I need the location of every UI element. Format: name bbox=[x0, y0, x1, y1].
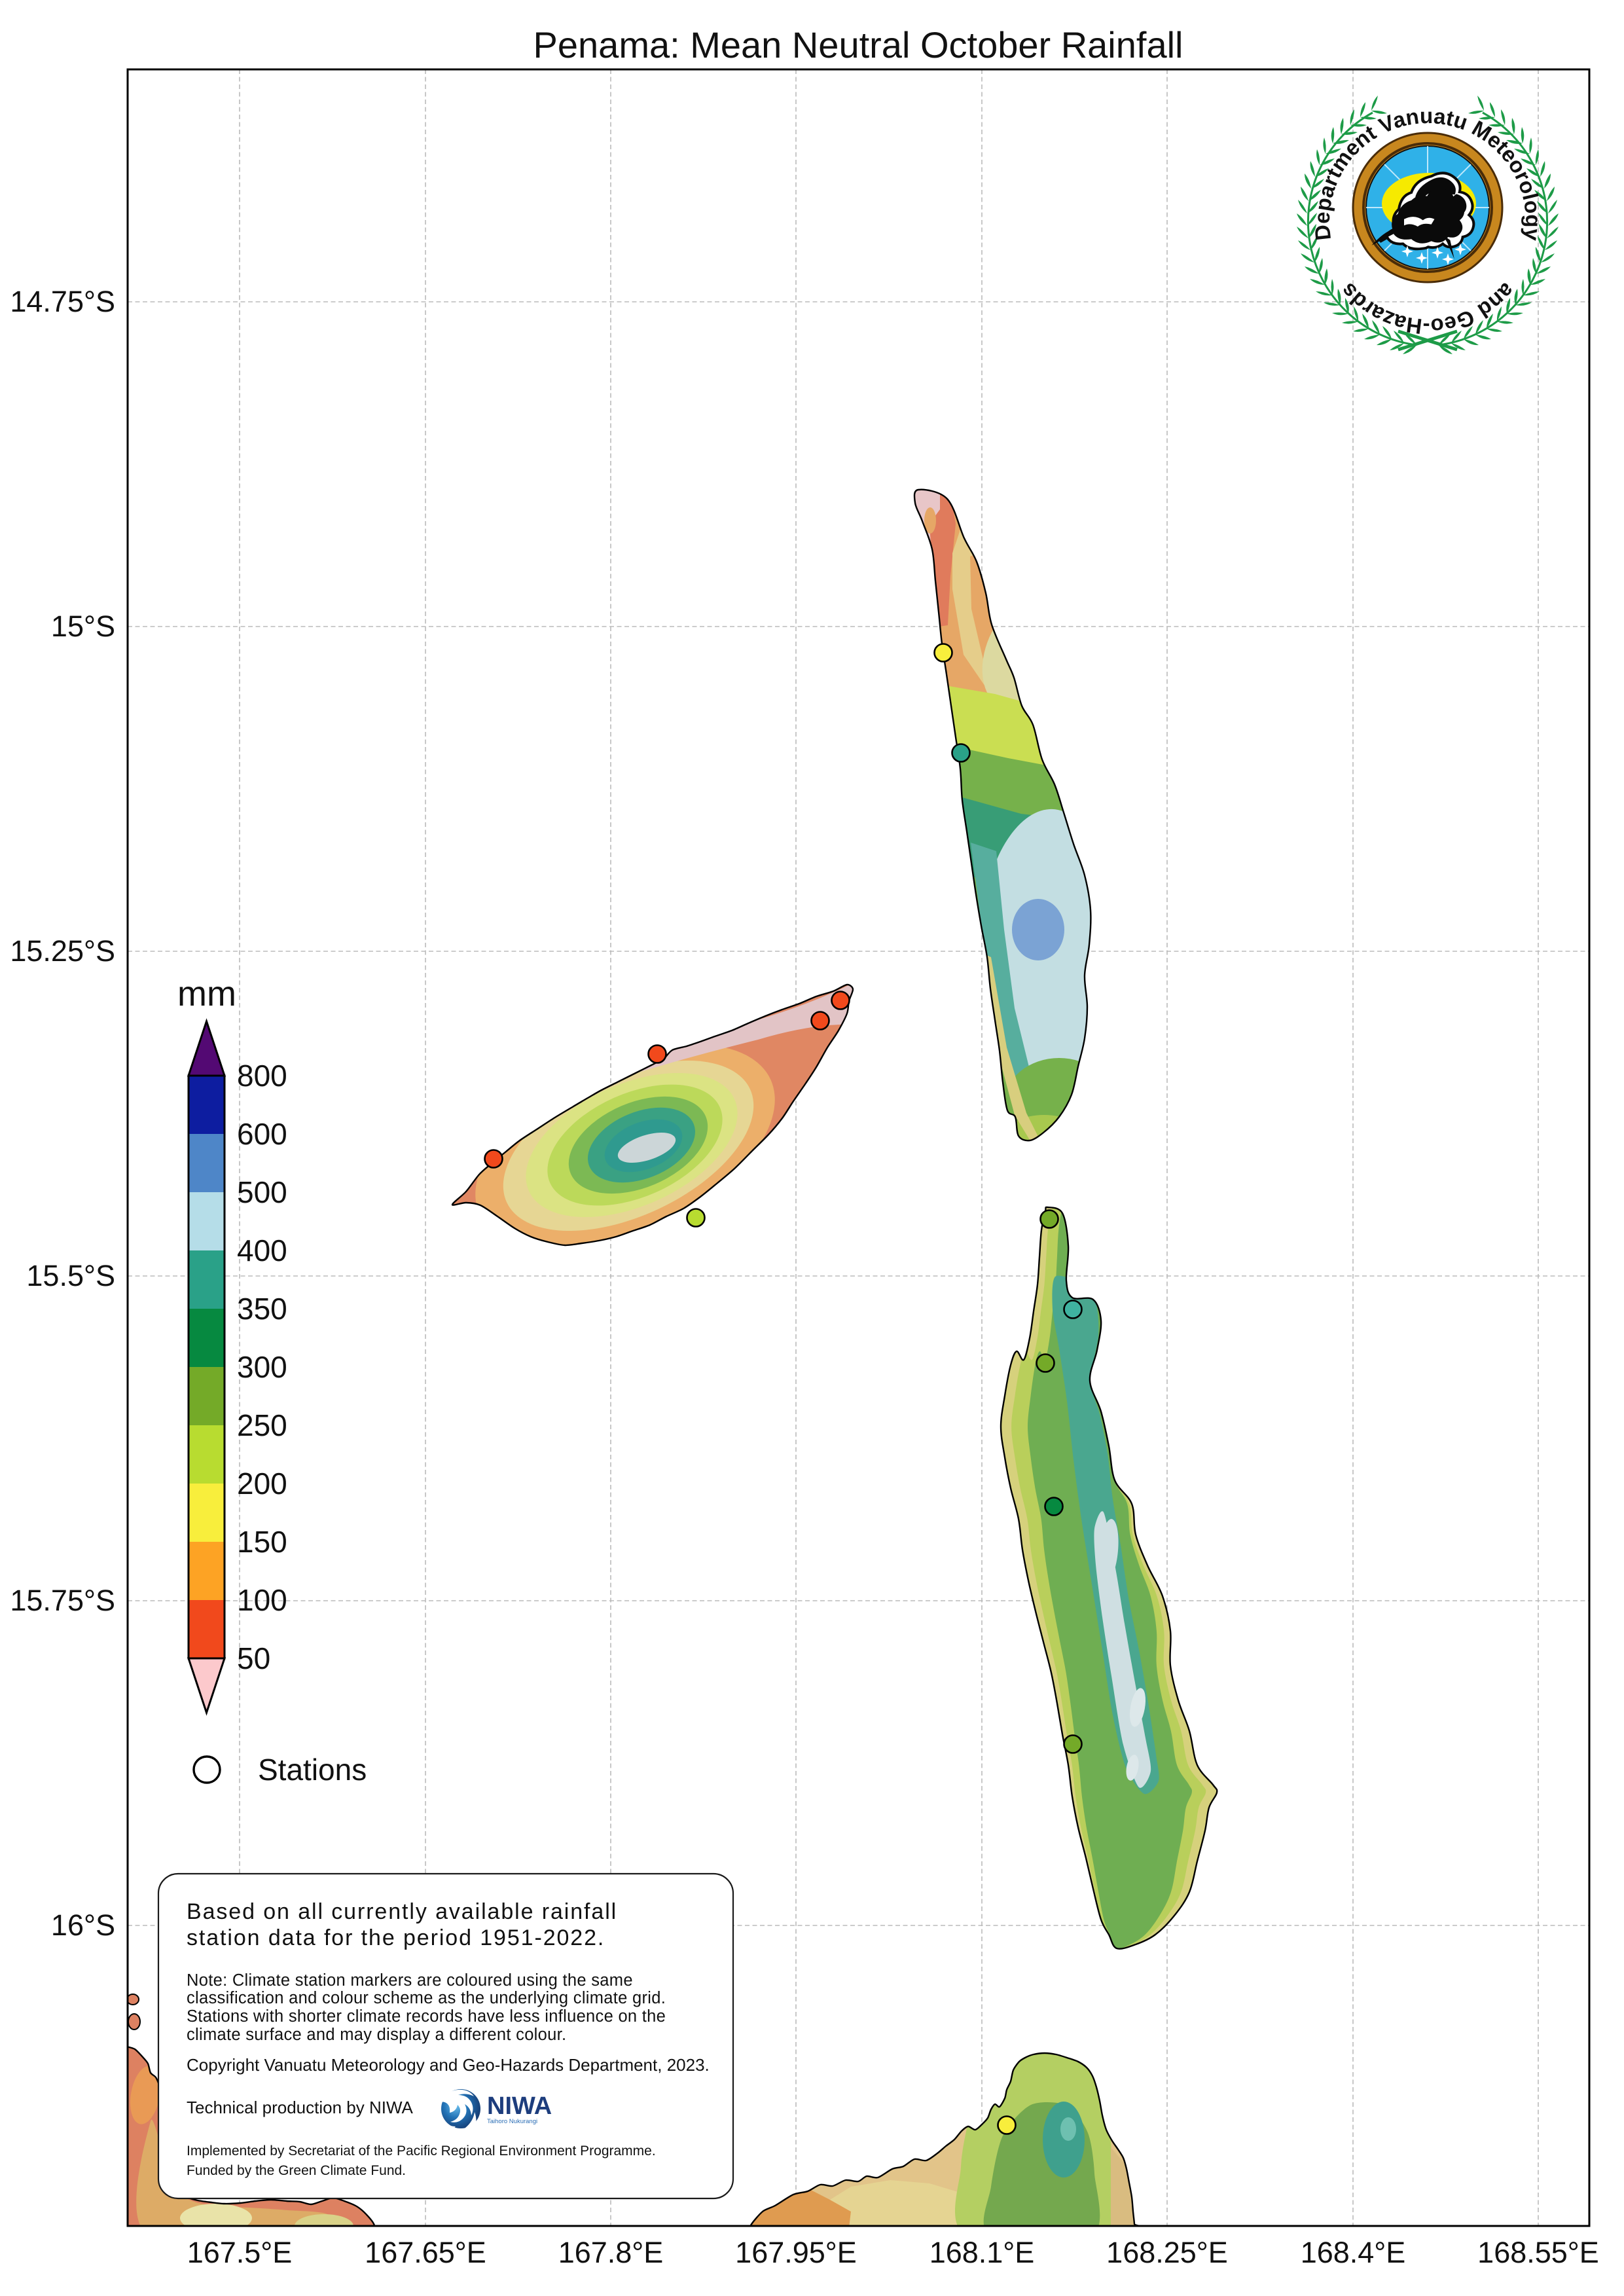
svg-text:Stations: Stations bbox=[258, 1753, 367, 1787]
svg-text:168.55°E: 168.55°E bbox=[1477, 2236, 1599, 2269]
svg-text:16°S: 16°S bbox=[51, 1908, 115, 1942]
svg-text:Copyright Vanuatu Meteorology: Copyright Vanuatu Meteorology and Geo-Ha… bbox=[187, 2055, 710, 2075]
svg-text:167.65°E: 167.65°E bbox=[365, 2236, 486, 2269]
svg-text:15.75°S: 15.75°S bbox=[10, 1584, 115, 1617]
svg-text:100: 100 bbox=[237, 1583, 287, 1617]
svg-text:300: 300 bbox=[237, 1350, 287, 1384]
svg-text:15.25°S: 15.25°S bbox=[10, 934, 115, 968]
svg-text:Stations with shorter climate: Stations with shorter climate records ha… bbox=[187, 2007, 666, 2026]
svg-text:250: 250 bbox=[237, 1408, 287, 1442]
svg-text:350: 350 bbox=[237, 1292, 287, 1326]
svg-text:Based on all currently availab: Based on all currently available rainfal… bbox=[187, 1899, 617, 1924]
svg-text:mm: mm bbox=[177, 974, 236, 1013]
svg-text:Taihoro Nukurangi: Taihoro Nukurangi bbox=[487, 2118, 537, 2125]
svg-text:167.8°E: 167.8°E bbox=[558, 2236, 664, 2269]
svg-text:15.5°S: 15.5°S bbox=[26, 1259, 115, 1292]
svg-text:NIWA: NIWA bbox=[487, 2092, 552, 2120]
svg-text:14.75°S: 14.75°S bbox=[10, 285, 115, 318]
svg-text:167.95°E: 167.95°E bbox=[735, 2236, 857, 2269]
svg-text:168.4°E: 168.4°E bbox=[1301, 2236, 1406, 2269]
svg-text:150: 150 bbox=[237, 1525, 287, 1559]
svg-text:600: 600 bbox=[237, 1117, 287, 1151]
svg-text:400: 400 bbox=[237, 1233, 287, 1267]
svg-text:167.5°E: 167.5°E bbox=[187, 2236, 293, 2269]
svg-text:168.1°E: 168.1°E bbox=[929, 2236, 1035, 2269]
svg-text:climate surface and may displa: climate surface and may display a differ… bbox=[187, 2026, 566, 2044]
svg-text:classification and colour sche: classification and colour scheme as the … bbox=[187, 1989, 666, 2007]
svg-text:station data for the period 19: station data for the period 1951-2022. bbox=[187, 1925, 605, 1950]
svg-text:500: 500 bbox=[237, 1175, 287, 1209]
svg-text:200: 200 bbox=[237, 1467, 287, 1501]
svg-text:15°S: 15°S bbox=[51, 610, 115, 643]
svg-text:168.25°E: 168.25°E bbox=[1106, 2236, 1228, 2269]
svg-text:800: 800 bbox=[237, 1059, 287, 1093]
svg-text:Funded by the Green Climate Fu: Funded by the Green Climate Fund. bbox=[187, 2163, 406, 2178]
svg-text:Penama: Mean Neutral October R: Penama: Mean Neutral October Rainfall bbox=[533, 24, 1183, 65]
svg-text:Note: Climate station markers: Note: Climate station markers are colour… bbox=[187, 1971, 633, 1990]
svg-text:50: 50 bbox=[237, 1641, 270, 1675]
svg-text:Technical production by NIWA: Technical production by NIWA bbox=[187, 2098, 414, 2117]
svg-text:Implemented by Secretariat of: Implemented by Secretariat of the Pacifi… bbox=[187, 2143, 656, 2159]
